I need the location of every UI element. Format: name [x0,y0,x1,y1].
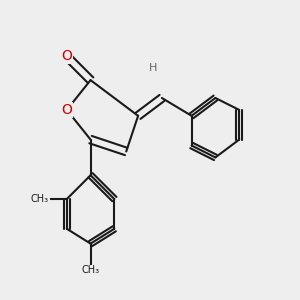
Text: H: H [149,63,157,73]
Text: CH₃: CH₃ [82,266,100,275]
Text: O: O [61,103,72,117]
Text: CH₃: CH₃ [31,194,49,204]
Text: O: O [61,50,72,63]
